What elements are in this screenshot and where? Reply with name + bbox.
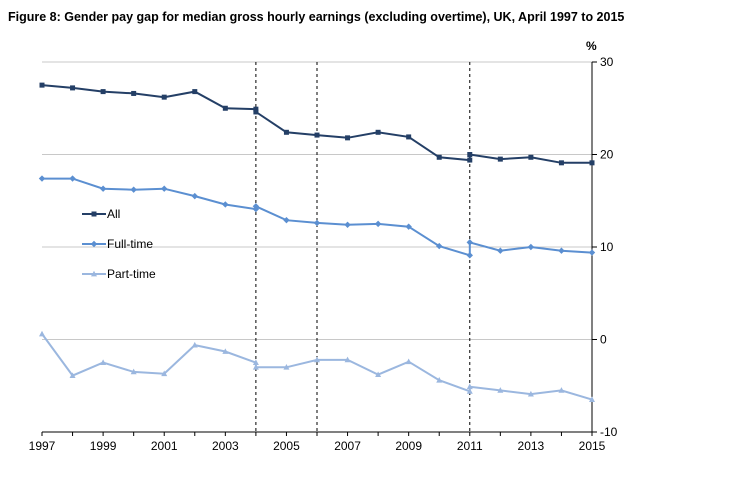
x-tick-label: 2001 xyxy=(151,439,178,453)
break-lines xyxy=(255,62,471,432)
data-point-all xyxy=(100,89,106,95)
data-point-all xyxy=(467,157,473,163)
legend-label: All xyxy=(107,207,120,221)
series-line-part-time xyxy=(41,333,593,401)
data-point-part-time xyxy=(252,359,259,366)
x-tick-label: 2005 xyxy=(273,439,300,453)
data-point-all xyxy=(375,129,381,135)
x-tick-label: 2011 xyxy=(457,439,483,453)
data-point-part-time xyxy=(39,330,45,337)
data-point-full-time xyxy=(69,175,76,182)
data-point-full-time xyxy=(527,243,535,251)
legend-item-part-time: Part-time xyxy=(82,267,156,281)
data-point-part-time xyxy=(314,356,320,363)
data-point-part-time xyxy=(100,359,107,366)
data-point-part-time xyxy=(466,383,473,390)
data-point-all xyxy=(589,160,595,166)
data-point-part-time xyxy=(405,358,412,365)
y-tick-label: 10 xyxy=(600,240,614,254)
legend-marker xyxy=(90,240,98,248)
data-point-full-time xyxy=(497,247,504,254)
data-point-all xyxy=(131,90,137,96)
data-point-full-time xyxy=(130,186,137,193)
data-point-full-time xyxy=(558,247,565,254)
series-part-time xyxy=(39,330,595,403)
data-point-part-time xyxy=(130,368,137,375)
data-point-all xyxy=(253,106,259,112)
data-point-all xyxy=(70,85,76,91)
legend-item-full-time: Full-time xyxy=(82,237,153,251)
y-tick-label: -10 xyxy=(600,425,618,439)
data-point-part-time xyxy=(252,364,259,370)
data-point-part-time xyxy=(589,396,595,403)
data-point-full-time xyxy=(344,221,351,228)
x-tick-label: 1999 xyxy=(90,439,117,453)
series-lines xyxy=(38,82,596,403)
data-point-full-time xyxy=(313,219,321,227)
data-point-part-time xyxy=(222,348,229,354)
data-point-part-time xyxy=(191,341,198,348)
y-tick-label: 0 xyxy=(600,333,607,347)
data-point-part-time xyxy=(527,390,534,397)
data-point-part-time xyxy=(69,372,76,378)
data-point-full-time xyxy=(99,185,107,192)
data-point-full-time xyxy=(283,216,290,224)
data-point-part-time xyxy=(283,364,290,370)
data-point-full-time xyxy=(436,242,443,250)
data-point-full-time xyxy=(374,220,382,228)
legend-label: Full-time xyxy=(107,237,153,251)
data-point-full-time xyxy=(466,252,473,259)
legend-marker xyxy=(91,211,97,217)
data-point-all xyxy=(314,132,320,138)
data-point-all xyxy=(345,135,351,141)
data-point-part-time xyxy=(558,387,565,393)
data-point-all xyxy=(39,82,45,88)
x-tick-label: 2013 xyxy=(518,439,545,453)
legend: All Full-time Part-time xyxy=(82,207,156,281)
chart-title: Figure 8: Gender pay gap for median gros… xyxy=(8,10,625,24)
axes: 30 20 10 0 -10 1997 1999 2001 2003 2005 2007 2009 20… xyxy=(29,55,618,453)
x-tick-label: 2003 xyxy=(212,439,239,453)
data-point-full-time xyxy=(405,223,412,230)
data-point-part-time xyxy=(466,388,473,394)
data-point-all xyxy=(406,134,412,140)
y-axis-unit-label: % xyxy=(586,39,597,53)
data-point-all xyxy=(192,89,198,95)
y-tick-label: 20 xyxy=(600,148,614,162)
data-point-all xyxy=(161,94,167,100)
series-full-time xyxy=(38,175,596,259)
y-tick-label: 30 xyxy=(600,55,614,69)
data-point-all xyxy=(558,160,564,166)
data-point-part-time xyxy=(497,387,504,393)
legend-item-all: All xyxy=(82,207,120,221)
data-point-part-time xyxy=(375,371,382,378)
data-point-full-time xyxy=(222,201,229,208)
data-point-all xyxy=(467,152,473,157)
x-tick-label: 2009 xyxy=(395,439,422,453)
data-point-all xyxy=(283,129,289,135)
x-tick-label: 2015 xyxy=(579,439,606,453)
data-point-part-time xyxy=(161,370,168,377)
data-point-all xyxy=(436,154,442,160)
data-point-full-time xyxy=(161,185,168,192)
data-point-full-time xyxy=(588,249,596,256)
x-tick-label: 2007 xyxy=(334,439,361,453)
x-tick-label: 1997 xyxy=(29,439,56,453)
data-point-full-time xyxy=(38,175,46,182)
data-point-part-time xyxy=(436,377,443,383)
data-point-part-time xyxy=(344,356,351,363)
series-all xyxy=(39,82,595,166)
legend-label: Part-time xyxy=(107,267,156,281)
legend-marker xyxy=(91,270,97,277)
data-point-all xyxy=(253,109,259,115)
data-point-full-time xyxy=(252,203,260,210)
data-point-full-time xyxy=(191,192,198,200)
data-point-full-time xyxy=(466,239,473,246)
data-point-all xyxy=(528,154,534,160)
data-point-all xyxy=(497,156,503,162)
data-point-all xyxy=(222,105,228,111)
